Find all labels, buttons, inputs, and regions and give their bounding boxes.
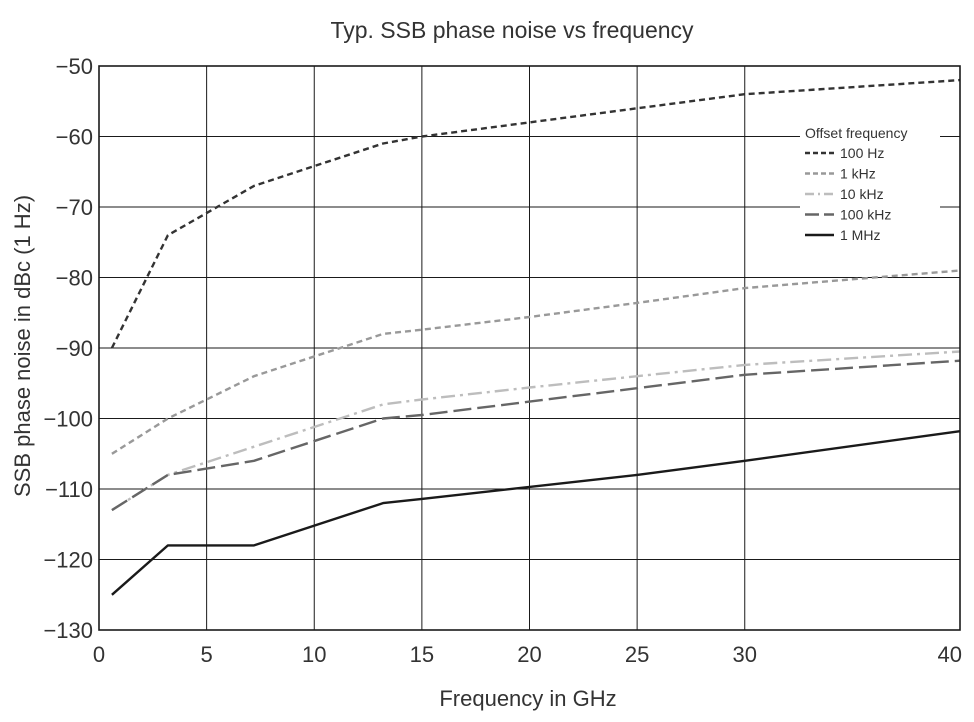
series-line-10-khz [111,350,961,512]
y-tick-label: −100 [43,407,93,432]
y-tick-label: −60 [56,125,93,150]
series-line-1-khz [111,269,961,455]
legend-label: 100 kHz [840,207,891,223]
plot-frame [98,65,961,631]
legend-items: 100 Hz 1 kHz 10 kHz 100 kHz 1 MHz [805,145,891,243]
y-tick-labels: −130 −120 −110 −100 −90 −80 −70 −60 −50 [43,54,93,643]
series-line-100-hz [110,78,961,349]
x-tick-label: 20 [517,642,541,667]
legend-label: 100 Hz [840,145,884,161]
y-tick-label: −50 [56,54,93,79]
legend-label: 10 kHz [840,186,884,202]
legend-title: Offset frequency [805,125,907,141]
series-line-1-mhz [111,430,961,596]
y-tick-label: −90 [56,336,93,361]
x-tick-label: 10 [302,642,326,667]
x-tick-label: 25 [625,642,649,667]
legend-label: 1 kHz [840,166,876,182]
y-axis-label: SSB phase noise in dBc (1 Hz) [10,195,35,497]
x-tick-label: 40 [938,642,962,667]
series-line-100-khz [111,359,961,512]
series-lines [110,78,961,596]
chart-title: Typ. SSB phase noise vs frequency [330,17,694,43]
x-axis-label: Frequency in GHz [439,686,616,711]
x-tick-label: 30 [733,642,757,667]
y-tick-label: −130 [43,618,93,643]
x-tick-label: 15 [410,642,434,667]
legend-label: 1 MHz [840,227,880,243]
x-tick-label: 0 [93,642,105,667]
x-tick-labels: 0 5 10 15 20 25 30 40 [93,642,962,667]
x-tick-label: 5 [201,642,213,667]
y-tick-label: −80 [56,266,93,291]
y-tick-label: −110 [45,477,93,502]
y-tick-label: −70 [56,195,93,220]
legend-background [800,122,940,256]
legend: Offset frequency 100 Hz 1 kHz 10 kHz 100 kH… [800,122,940,256]
y-tick-label: −120 [43,548,93,573]
